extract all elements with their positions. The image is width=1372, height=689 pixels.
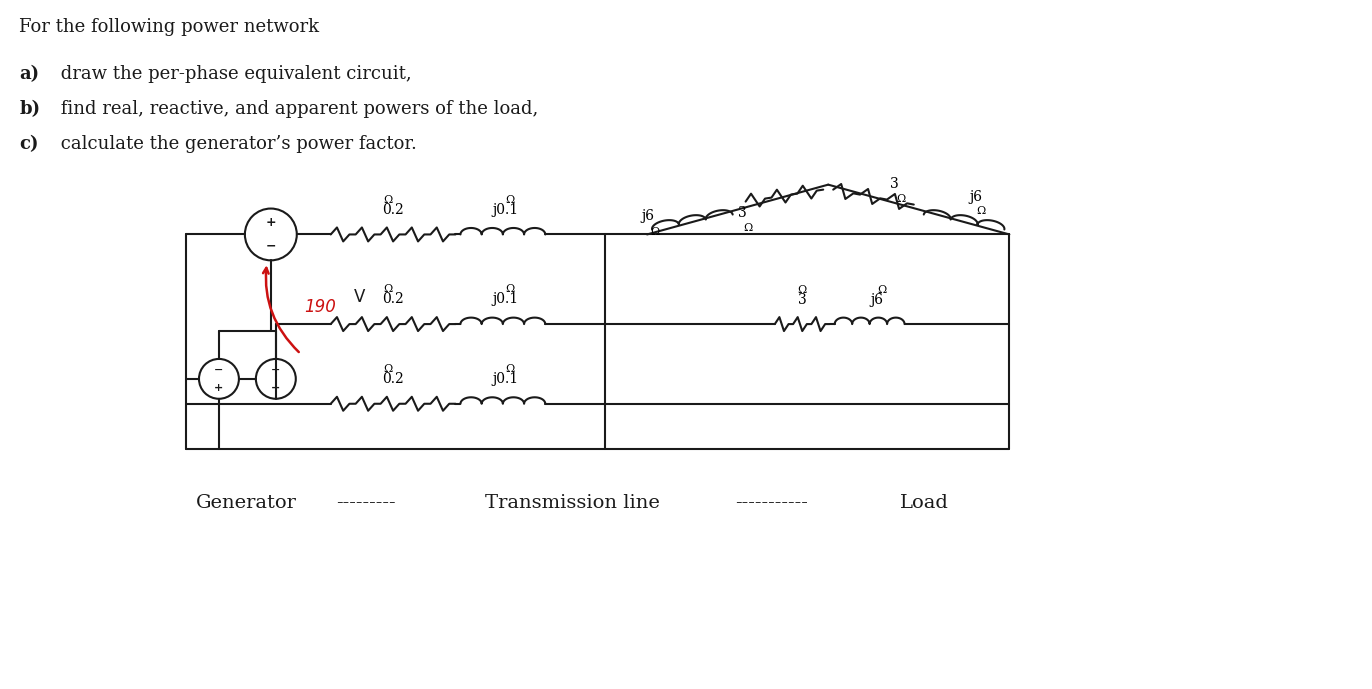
Text: draw the per-phase equivalent circuit,: draw the per-phase equivalent circuit, [55, 65, 412, 83]
Text: +: + [266, 216, 276, 229]
Text: calculate the generator’s power factor.: calculate the generator’s power factor. [55, 135, 417, 153]
Text: Ω: Ω [878, 285, 886, 295]
Text: V: V [354, 288, 365, 306]
Text: Ω: Ω [384, 194, 392, 205]
Text: j6: j6 [641, 209, 654, 223]
Text: j0.1: j0.1 [493, 203, 519, 216]
Text: 3: 3 [738, 205, 746, 220]
Text: Ω: Ω [384, 364, 392, 374]
Text: j6: j6 [871, 293, 884, 307]
Text: j6: j6 [970, 189, 982, 203]
Text: 0.2: 0.2 [383, 203, 403, 216]
Text: Ω: Ω [744, 223, 753, 234]
Text: ---------: --------- [336, 494, 395, 513]
Text: −: − [266, 240, 276, 253]
Text: find real, reactive, and apparent powers of the load,: find real, reactive, and apparent powers… [55, 100, 539, 118]
Text: Ω: Ω [896, 194, 906, 203]
Text: Load: Load [900, 494, 948, 513]
Text: +: + [272, 383, 280, 393]
Text: 3: 3 [799, 293, 807, 307]
Text: Ω: Ω [977, 205, 986, 216]
Text: +: + [214, 383, 224, 393]
Text: Ω: Ω [797, 285, 807, 295]
Text: Ω: Ω [506, 284, 514, 294]
Text: j0.1: j0.1 [493, 372, 519, 386]
Text: -----------: ----------- [735, 494, 808, 513]
Text: Transmission line: Transmission line [486, 494, 660, 513]
Text: a): a) [19, 65, 40, 83]
Text: 0.2: 0.2 [383, 372, 403, 386]
Text: −: − [214, 365, 224, 375]
Text: −: − [272, 365, 280, 375]
Text: Ω: Ω [506, 194, 514, 205]
Text: j0.1: j0.1 [493, 292, 519, 306]
Text: Ω: Ω [506, 364, 514, 374]
Text: Generator: Generator [196, 494, 296, 513]
Text: Ω: Ω [650, 227, 660, 238]
Text: 3: 3 [889, 176, 899, 191]
Text: 190: 190 [303, 298, 336, 316]
Text: b): b) [19, 100, 41, 118]
Text: For the following power network: For the following power network [19, 19, 320, 37]
Text: 0.2: 0.2 [383, 292, 403, 306]
Text: Ω: Ω [384, 284, 392, 294]
Text: c): c) [19, 135, 38, 153]
